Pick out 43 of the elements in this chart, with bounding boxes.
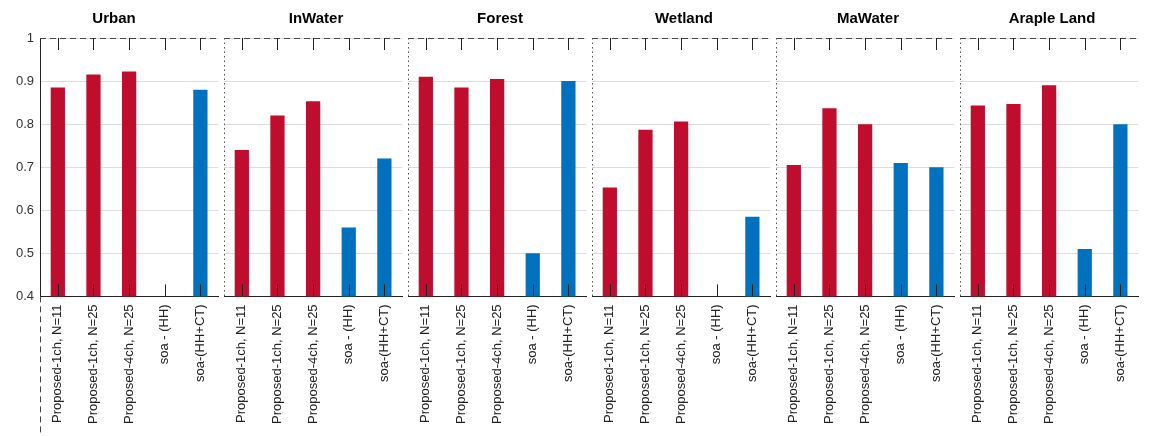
chart-title: Forest <box>477 9 523 27</box>
chart-title: MaWater <box>837 9 900 27</box>
y-tick-label: 0.8 <box>15 115 34 131</box>
chart-title: Araple Land <box>1008 9 1096 27</box>
x-tick-label: Proposed-4ch, N=25 <box>856 304 872 425</box>
x-tick-label: Proposed-4ch, N=25 <box>672 304 688 425</box>
x-tick-label: Proposed-1ch, N=25 <box>1005 304 1021 425</box>
x-tick-label: Proposed-1ch, N=11 <box>417 304 433 424</box>
y-tick-label: 0.6 <box>15 201 34 217</box>
x-tick-label: soa-(HH+CT) <box>743 304 759 383</box>
x-tick-label: Proposed-1ch, N=25 <box>821 304 837 425</box>
x-tick-label: soa-(HH+CT) <box>191 304 207 383</box>
x-tick-label: soa-(HH+CT) <box>559 304 575 383</box>
x-tick-label: Proposed-1ch, N=25 <box>637 304 653 425</box>
y-tick-label: 1 <box>26 29 34 45</box>
x-tick-label: soa-(HH+CT) <box>375 304 391 383</box>
x-tick-label: Proposed-1ch, N=11 <box>785 304 801 424</box>
x-tick-label: Proposed-4ch, N=25 <box>304 304 320 425</box>
y-tick-label: 0.5 <box>15 244 34 260</box>
y-tick-label: 0.9 <box>15 72 34 88</box>
x-tick-label: soa - (HH) <box>156 304 172 365</box>
x-tick-label: Proposed-1ch, N=11 <box>233 304 249 424</box>
chart-title: Wetland <box>654 9 714 27</box>
x-tick-label: Proposed-1ch, N=11 <box>601 304 617 424</box>
x-tick-label: Proposed-4ch, N=25 <box>1040 304 1056 425</box>
x-tick-label: Proposed-1ch, N=11 <box>49 304 65 424</box>
x-tick-label: Proposed-1ch, N=25 <box>453 304 469 425</box>
x-tick-label: soa-(HH+CT) <box>927 304 943 383</box>
x-tick-label: soa-(HH+CT) <box>1111 304 1127 383</box>
x-tick-label: Proposed-1ch, N=11 <box>969 304 985 424</box>
x-tick-label: soa - (HH) <box>340 304 356 365</box>
y-tick-label: 0.7 <box>15 158 34 174</box>
y-tick-label: 0.4 <box>15 287 34 303</box>
x-tick-label: soa - (HH) <box>892 304 908 365</box>
chart-title: Urban <box>92 9 136 27</box>
x-tick-label: Proposed-4ch, N=25 <box>488 304 504 425</box>
x-tick-label: soa - (HH) <box>1076 304 1092 365</box>
x-tick-label: Proposed-1ch, N=25 <box>269 304 285 425</box>
x-tick-label: Proposed-1ch, N=25 <box>85 304 101 425</box>
x-tick-label: Proposed-4ch, N=25 <box>120 304 136 425</box>
x-tick-label: soa - (HH) <box>524 304 540 365</box>
chart-title: InWater <box>288 9 344 27</box>
x-tick-label: soa - (HH) <box>708 304 724 365</box>
